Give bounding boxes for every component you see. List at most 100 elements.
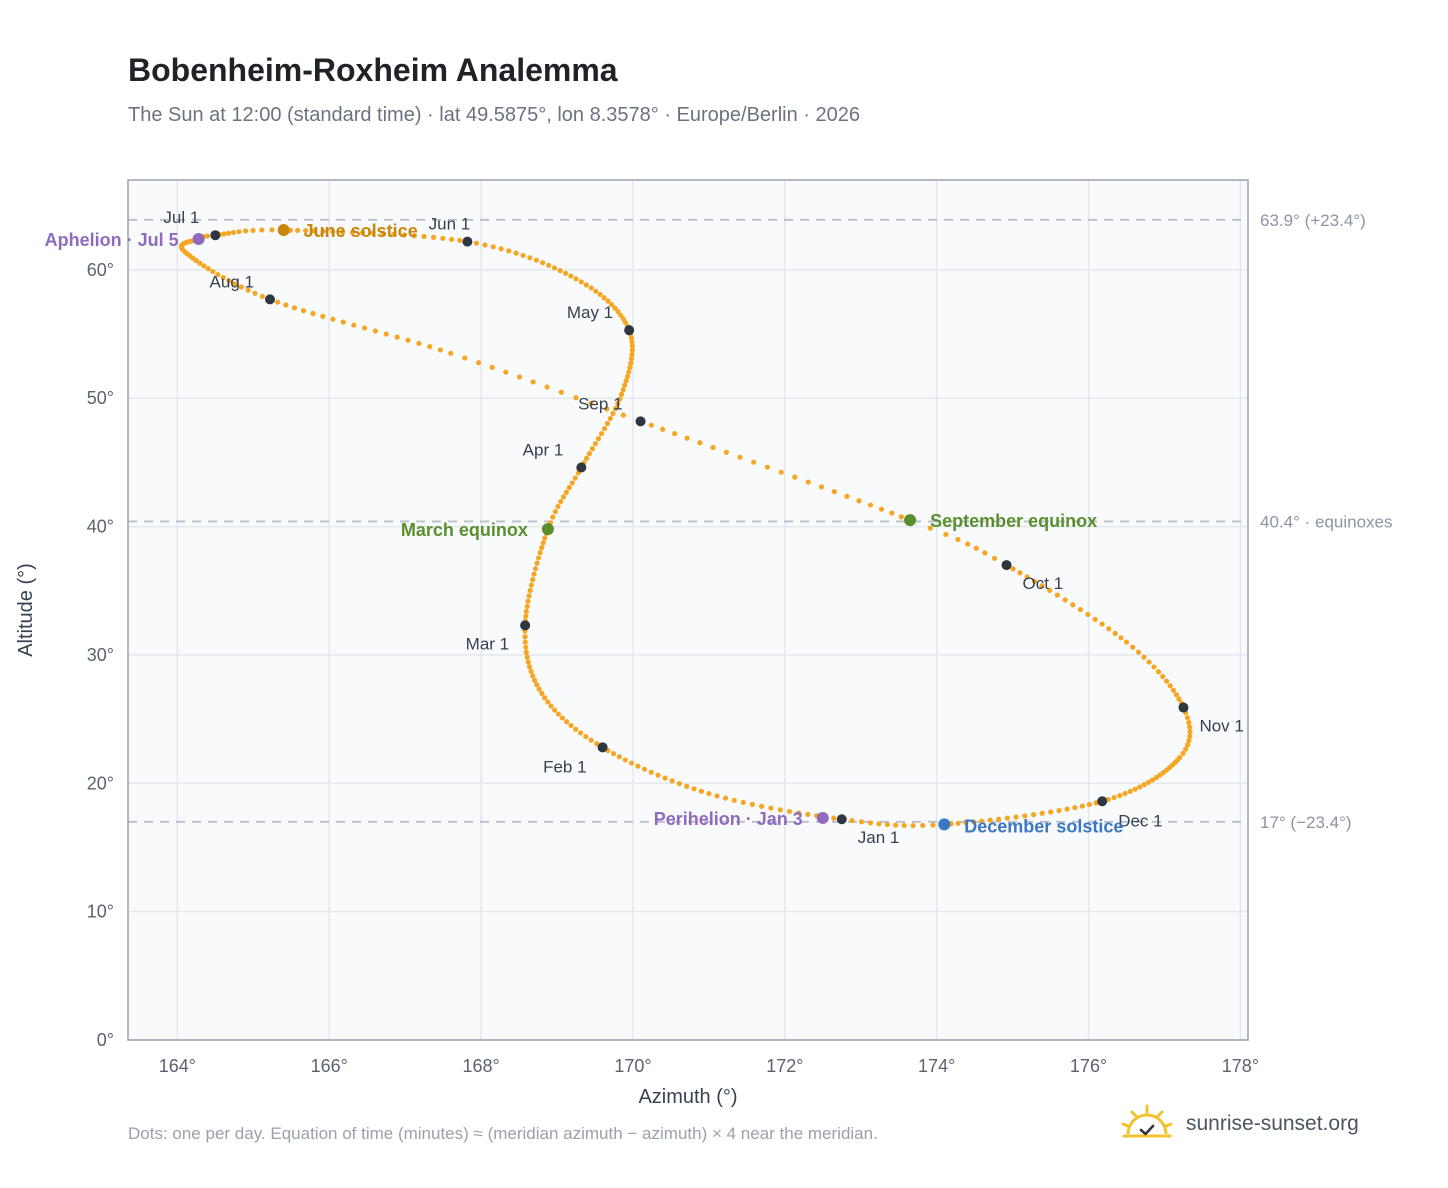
event-label: September equinox <box>930 511 1097 531</box>
day-dot <box>539 690 545 697</box>
month-label: Apr 1 <box>523 441 564 460</box>
day-dot <box>751 459 757 465</box>
month-label: May 1 <box>567 303 613 322</box>
day-dot <box>684 783 690 789</box>
plot-frame <box>127 179 1249 1041</box>
day-dot <box>588 737 594 743</box>
day-dot <box>193 257 199 264</box>
footnote: Dots: one per day. Equation of time (min… <box>128 1124 878 1143</box>
day-dot <box>629 343 635 349</box>
day-dot <box>620 412 626 418</box>
day-dot <box>844 493 850 499</box>
day-dot <box>210 268 216 275</box>
day-dot <box>982 550 988 556</box>
day-dot <box>320 313 326 319</box>
day-dot <box>528 582 534 588</box>
day-dot <box>626 369 632 375</box>
event-label: December solstice <box>964 816 1123 836</box>
day-dot <box>578 730 584 736</box>
day-dot <box>225 230 231 236</box>
event-label: March equinox <box>401 520 528 540</box>
day-dot <box>539 545 545 551</box>
day-dot <box>595 436 602 442</box>
reference-line-label: 17° (−23.4°) <box>1260 813 1352 832</box>
day-dot <box>710 444 716 451</box>
day-dot <box>416 340 422 347</box>
day-dot <box>898 514 904 520</box>
day-dot <box>563 489 569 495</box>
month-label: Jul 1 <box>163 208 199 227</box>
day-dot <box>311 228 317 234</box>
day-dot <box>1183 746 1189 752</box>
y-tick-label: 50° <box>87 388 114 408</box>
day-dot <box>230 229 236 236</box>
month-marker <box>1001 560 1012 571</box>
day-dot <box>620 387 626 393</box>
y-axis-title: Altitude (°) <box>15 563 37 657</box>
brand-name: sunrise-sunset.org <box>1186 1112 1359 1135</box>
day-dot <box>955 820 961 826</box>
month-marker <box>1178 702 1189 713</box>
day-dot <box>252 290 258 296</box>
day-dot <box>1186 719 1192 726</box>
day-dot <box>1054 592 1061 598</box>
day-dot <box>583 733 589 740</box>
day-dot <box>552 508 558 515</box>
day-dot <box>557 268 563 274</box>
day-dot <box>568 273 574 279</box>
day-dot <box>1146 659 1152 665</box>
day-dot <box>610 410 616 417</box>
day-dot <box>920 822 926 829</box>
day-dot <box>524 603 530 609</box>
day-dot <box>351 322 357 328</box>
day-dot <box>380 231 387 237</box>
x-tick-label: 168° <box>462 1056 499 1076</box>
day-dot <box>623 378 629 384</box>
month-label: Nov 1 <box>1199 717 1243 736</box>
day-dot <box>1160 673 1166 680</box>
month-marker <box>1097 796 1108 807</box>
day-dot <box>955 536 961 543</box>
day-dot <box>594 741 600 747</box>
day-dot <box>604 420 611 427</box>
day-dot <box>1039 810 1045 816</box>
day-dot <box>562 270 569 276</box>
day-dot <box>259 227 265 233</box>
y-tick-label: 30° <box>87 645 114 665</box>
day-dot <box>1072 805 1078 811</box>
day-dot <box>534 682 540 688</box>
event-marker <box>938 818 951 831</box>
day-dot <box>489 364 495 370</box>
day-dot <box>522 634 528 640</box>
day-dot <box>586 450 593 457</box>
day-dot <box>691 786 697 792</box>
day-dot <box>205 266 211 272</box>
day-dot <box>526 593 532 599</box>
brand-logo[interactable]: sunrise-sunset.org <box>1120 1100 1359 1148</box>
day-dot <box>1185 742 1191 748</box>
event-markers: June solstice March equinox September equi… <box>45 221 1124 836</box>
y-tick-label: 60° <box>87 260 114 280</box>
day-dot <box>564 719 570 725</box>
day-dot <box>698 788 705 794</box>
day-dot <box>578 279 584 285</box>
plot-background <box>128 180 1248 1040</box>
month-marker <box>597 742 608 753</box>
day-dot <box>1187 729 1193 735</box>
day-dot <box>220 275 226 281</box>
day-dot <box>1149 777 1156 783</box>
event-marker <box>277 224 290 237</box>
day-dot <box>987 817 993 823</box>
day-dot <box>615 401 621 407</box>
day-dot <box>394 334 400 340</box>
day-dot <box>349 229 356 235</box>
day-dot <box>245 287 251 293</box>
day-dot <box>360 230 366 236</box>
month-marker <box>210 230 221 241</box>
day-dot <box>588 285 594 291</box>
day-dot <box>339 229 346 235</box>
day-dot <box>1186 737 1192 744</box>
day-dot <box>1064 806 1070 812</box>
day-dot <box>1070 602 1076 608</box>
x-tick-label: 172° <box>766 1056 803 1076</box>
